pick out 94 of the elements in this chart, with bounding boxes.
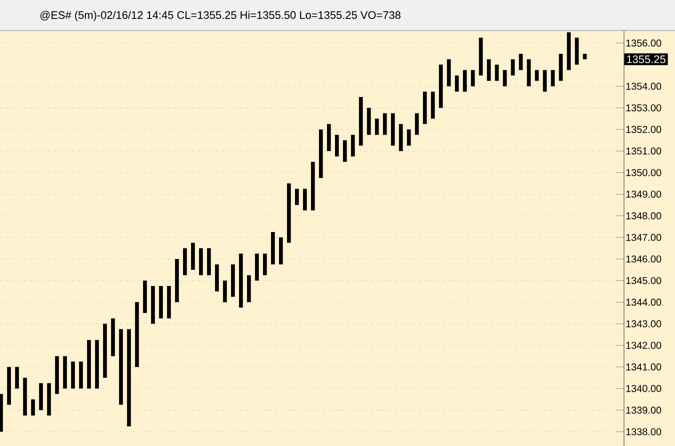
bar [247,275,251,302]
bar [318,129,323,178]
bar [366,108,371,135]
bar [87,340,91,389]
y-tick-label: 1353.00 [626,104,662,112]
bar [215,264,219,292]
y-tick-label: 1347.00 [626,234,662,241]
bar [79,362,83,389]
bar [374,118,379,135]
bar [119,329,123,405]
y-tick-label: 1349.00 [626,190,662,198]
bar [207,248,211,276]
bar [350,134,355,156]
bar [526,59,531,86]
bar [287,183,291,243]
text: 1355.25 [627,55,666,64]
bar [518,54,523,70]
bar [406,129,411,146]
bar [143,280,147,313]
bar [159,286,163,318]
bar [390,113,395,146]
bar [15,366,19,389]
bar [542,70,547,92]
bar [175,258,179,302]
y-tick-label: 1356.00 [626,40,662,47]
chart-title: @ES# (5m)-02/16/12 14:45 CL=1355.25 Hi=1355.50 Lo=1355.25 VO=738 [40,10,400,22]
bar [470,70,475,86]
bar [486,59,491,81]
bar [310,162,315,210]
bar [95,340,99,389]
bar [199,248,203,276]
bar [478,38,483,76]
y-tick-label: 1348.00 [626,212,662,220]
bar [382,113,387,135]
bar [255,254,259,281]
y-tick-label: 1351.00 [626,148,662,155]
bar [39,383,43,410]
bar [422,92,427,124]
bar [223,280,227,302]
bar [502,70,507,86]
bar [103,324,107,378]
bar [167,286,171,318]
bar [111,318,115,356]
bar [71,362,75,389]
bar [454,75,459,92]
bar [398,124,403,152]
bar [239,254,243,308]
bar [430,92,435,119]
bar [151,286,155,324]
bar [582,54,587,60]
bar [279,237,283,264]
bar [191,242,195,270]
bar [358,97,363,146]
y-tick-label: 1341.00 [626,363,662,370]
bar [47,383,51,416]
y-tick-label: 1340.00 [626,385,662,392]
bar [295,188,299,206]
bar [414,113,419,135]
y-tick-label: 1352.00 [626,126,662,133]
bar [446,59,451,86]
bar [231,264,235,297]
bar [334,134,339,156]
bar [263,254,267,276]
bar [342,140,347,162]
bar [326,124,331,152]
bar [574,38,579,65]
y-tick-label: 1354.00 [626,82,662,90]
bar [55,356,59,394]
y-tick-label: 1342.00 [626,342,662,349]
y-tick-label: 1346.00 [626,255,662,263]
bar [183,248,187,276]
bar [31,399,35,416]
bar [534,70,539,81]
y-tick-label: 1350.00 [626,169,662,176]
y-tick-label: 1344.00 [626,298,662,306]
bar [135,302,139,367]
y-tick-label: 1345.00 [626,277,662,284]
y-tick-label: 1339.00 [626,406,662,414]
bar [550,70,555,86]
bar [438,64,443,108]
bar [462,70,467,92]
bar [7,366,11,405]
bar [127,329,131,426]
y-tick-label: 1338.00 [626,428,662,436]
bar [0,394,3,432]
y-tick-label: 1343.00 [626,320,662,328]
bar [63,356,67,389]
bar [566,32,571,70]
bar [558,54,563,81]
bar [23,378,27,416]
bar [271,232,275,264]
bar [302,188,307,210]
bar [494,64,499,81]
bar [510,59,515,76]
